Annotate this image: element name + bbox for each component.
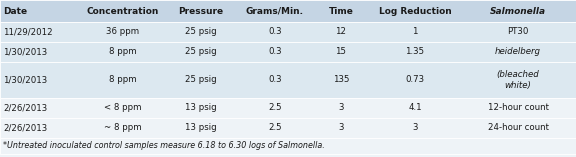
Text: heidelberg: heidelberg	[495, 48, 541, 57]
Bar	[0, 98, 576, 118]
Text: 8 ppm: 8 ppm	[109, 48, 137, 57]
Text: 25 psig: 25 psig	[185, 27, 217, 36]
Text: Time: Time	[328, 6, 354, 16]
Text: 1/30/2013: 1/30/2013	[3, 48, 47, 57]
Text: 0.3: 0.3	[268, 48, 282, 57]
Text: 25 psig: 25 psig	[185, 48, 217, 57]
Text: 2.5: 2.5	[268, 103, 282, 113]
Text: 8 ppm: 8 ppm	[109, 76, 137, 84]
Text: 12: 12	[335, 27, 347, 36]
Text: Pressure: Pressure	[179, 6, 223, 16]
Text: Concentration: Concentration	[87, 6, 159, 16]
Text: < 8 ppm: < 8 ppm	[104, 103, 142, 113]
Text: 2.5: 2.5	[268, 124, 282, 133]
Text: Date: Date	[3, 6, 27, 16]
Text: 3: 3	[338, 103, 344, 113]
Text: 3: 3	[412, 124, 418, 133]
Text: 25 psig: 25 psig	[185, 76, 217, 84]
Text: 0.3: 0.3	[268, 27, 282, 36]
Text: 24-hour count: 24-hour count	[487, 124, 548, 133]
Text: (bleached
white): (bleached white)	[497, 70, 539, 90]
Bar	[0, 138, 576, 154]
Text: PT30: PT30	[507, 27, 529, 36]
Text: Grams/Min.: Grams/Min.	[246, 6, 304, 16]
Text: 1: 1	[412, 27, 418, 36]
Bar	[0, 62, 576, 98]
Text: 1.35: 1.35	[406, 48, 425, 57]
Text: 0.73: 0.73	[406, 76, 425, 84]
Bar	[0, 22, 576, 42]
Text: Log Reduction: Log Reduction	[378, 6, 452, 16]
Text: 1/30/2013: 1/30/2013	[3, 76, 47, 84]
Text: 36 ppm: 36 ppm	[107, 27, 139, 36]
Bar	[0, 0, 576, 22]
Bar	[0, 118, 576, 138]
Text: 15: 15	[335, 48, 347, 57]
Text: 2/26/2013: 2/26/2013	[3, 124, 47, 133]
Text: 13 psig: 13 psig	[185, 103, 217, 113]
Text: Salmonella: Salmonella	[490, 6, 546, 16]
Text: 135: 135	[333, 76, 349, 84]
Text: ~ 8 ppm: ~ 8 ppm	[104, 124, 142, 133]
Text: 3: 3	[338, 124, 344, 133]
Text: 12-hour count: 12-hour count	[487, 103, 548, 113]
Text: 4.1: 4.1	[408, 103, 422, 113]
Text: 11/29/2012: 11/29/2012	[3, 27, 52, 36]
Bar	[0, 42, 576, 62]
Text: 0.3: 0.3	[268, 76, 282, 84]
Text: *Untreated inoculated control samples measure 6.18 to 6.30 logs of Salmonella.: *Untreated inoculated control samples me…	[3, 141, 325, 151]
Text: 2/26/2013: 2/26/2013	[3, 103, 47, 113]
Text: 13 psig: 13 psig	[185, 124, 217, 133]
